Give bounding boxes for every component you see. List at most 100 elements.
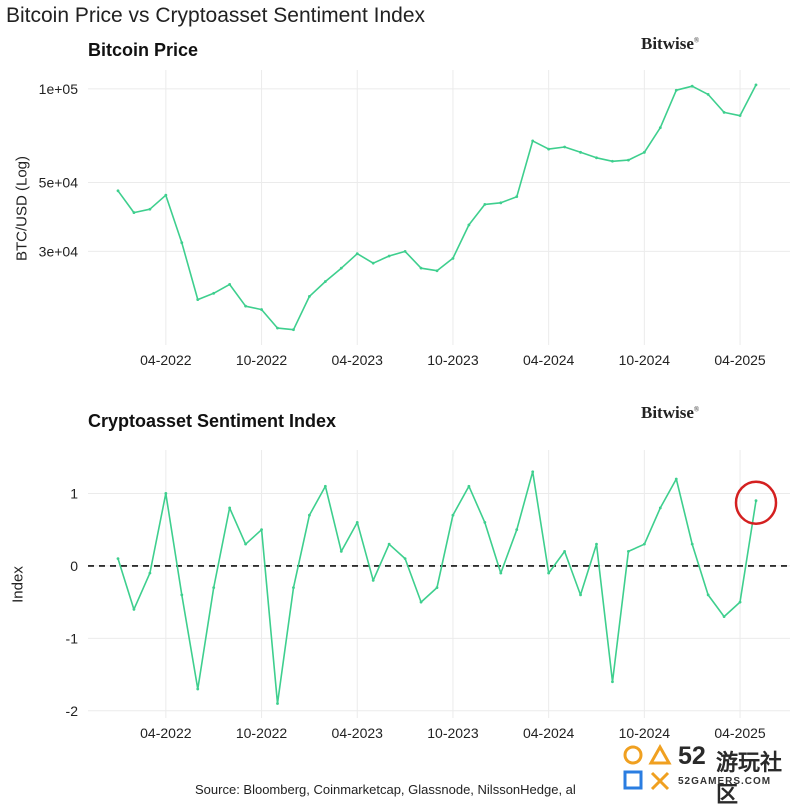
price-chart: 1e+05 5e+04 3e+04 04-2022 10-2022 04-2023 10-2…: [39, 70, 790, 368]
price-data-point: [228, 282, 232, 286]
sentiment-data-point: [196, 687, 200, 691]
source-note: Source: Bloomberg, Coinmarketcap, Glassn…: [195, 782, 576, 797]
sentiment-data-point: [611, 680, 614, 684]
price-data-point: [579, 150, 582, 154]
price-data-point: [355, 252, 359, 256]
price-data-point: [451, 256, 455, 260]
sentiment-data-point: [292, 586, 295, 590]
price-data-point: [435, 269, 439, 273]
sentiment-data-point: [499, 571, 503, 575]
price-data-point: [722, 111, 726, 114]
sentiment-data-point: [483, 521, 487, 524]
sentiment-x-tick-label: 04-2022: [140, 725, 192, 741]
price-data-point: [323, 280, 327, 283]
price-x-tick-label: 10-2024: [619, 352, 671, 368]
price-data-point: [738, 114, 742, 118]
price-data-point: [196, 298, 200, 301]
sentiment-data-point: [276, 702, 279, 705]
sentiment-x-tick-label: 04-2025: [714, 725, 766, 741]
price-x-tick-label: 04-2023: [332, 352, 384, 368]
sentiment-data-point: [515, 528, 519, 532]
sentiment-data-point: [467, 484, 471, 488]
price-x-tick-label: 04-2024: [523, 352, 575, 368]
price-data-point: [642, 150, 646, 154]
sentiment-data-point: [387, 542, 391, 546]
brand-name: Bitwise: [641, 34, 694, 53]
watermark-shapes-icon: [623, 743, 672, 791]
price-data-point: [499, 201, 503, 205]
price-y-tick-label: 1e+05: [39, 81, 79, 97]
price-data-point: [132, 211, 136, 214]
sentiment-annotation-circle: [734, 480, 778, 525]
price-y-tick-label: 5e+04: [39, 174, 79, 190]
brand-name: Bitwise: [641, 403, 694, 422]
price-data-point: [563, 145, 566, 149]
sentiment-y-tick-label: -2: [66, 703, 79, 719]
price-data-point: [260, 308, 263, 311]
sentiment-data-point: [212, 586, 216, 590]
price-data-point: [371, 261, 375, 265]
price-data-point: [419, 266, 423, 270]
price-data-point: [244, 304, 248, 308]
price-x-tick-label: 04-2022: [140, 352, 192, 368]
price-data-point: [308, 294, 311, 298]
sentiment-chart: 1 0 -1 -2 04-2022 10-2022 04-2023 10-2023 04-202…: [66, 450, 790, 741]
sentiment-data-point: [403, 557, 407, 561]
sentiment-data-point: [563, 550, 566, 553]
sentiment-data-point: [244, 542, 248, 546]
price-data-point: [339, 266, 343, 270]
sentiment-x-tick-label: 04-2024: [523, 725, 575, 741]
sentiment-data-point: [308, 513, 311, 517]
page-title: Bitcoin Price vs Cryptoasset Sentiment I…: [6, 4, 426, 27]
sentiment-data-point: [323, 484, 327, 488]
sentiment-data-point: [690, 542, 694, 546]
brand-mark: ®: [693, 405, 700, 414]
price-data-point: [164, 193, 168, 197]
sentiment-data-point: [706, 593, 710, 597]
sentiment-data-point: [595, 542, 598, 546]
sentiment-data-point: [355, 521, 359, 524]
price-data-point: [706, 92, 710, 96]
price-data-point: [148, 207, 152, 211]
price-data-point: [292, 328, 295, 332]
price-data-point: [595, 156, 598, 160]
watermark-url: 52GAMERS.COM: [678, 776, 772, 787]
sentiment-data-point: [642, 542, 646, 546]
sentiment-data-point: [371, 578, 375, 582]
price-data-point: [467, 223, 471, 227]
sentiment-data-point: [738, 600, 742, 604]
price-x-tick-label: 10-2022: [236, 352, 288, 368]
price-y-tick-label: 3e+04: [39, 243, 79, 259]
sentiment-data-point: [419, 600, 423, 604]
price-data-point: [627, 158, 630, 162]
price-data-point: [403, 250, 407, 253]
price-x-tick-label: 04-2025: [714, 352, 766, 368]
price-data-point: [674, 88, 678, 92]
brand-mark: ®: [693, 36, 700, 45]
price-data-point: [212, 291, 216, 295]
sentiment-data-point: [547, 571, 551, 575]
sentiment-y-tick-label: 0: [70, 558, 78, 574]
price-x-tick-label: 10-2023: [427, 352, 479, 368]
sentiment-x-tick-label: 10-2024: [619, 725, 671, 741]
sentiment-data-point: [627, 550, 630, 553]
sentiment-x-tick-label: 10-2023: [427, 725, 479, 741]
price-data-point: [276, 326, 279, 330]
price-chart-title: Bitcoin Price: [88, 40, 199, 60]
sentiment-data-point: [164, 492, 168, 495]
watermark-chinese: 游玩社区: [716, 750, 783, 807]
price-data-point: [180, 241, 184, 245]
sentiment-data-point: [722, 615, 726, 618]
sentiment-data-point: [531, 470, 535, 474]
watermark-number: 52: [678, 742, 706, 770]
sentiment-x-tick-label: 04-2023: [332, 725, 384, 741]
sentiment-x-tick-label: 10-2022: [236, 725, 288, 741]
price-data-point: [658, 126, 662, 130]
sentiment-chart-title: Cryptoasset Sentiment Index: [88, 411, 337, 431]
price-data-point: [531, 139, 535, 143]
sentiment-data-point: [132, 607, 136, 611]
brand-logo-bottom: Bitwise®: [641, 403, 699, 423]
sentiment-y-tick-label: -1: [66, 630, 79, 646]
price-data-point: [387, 254, 391, 258]
